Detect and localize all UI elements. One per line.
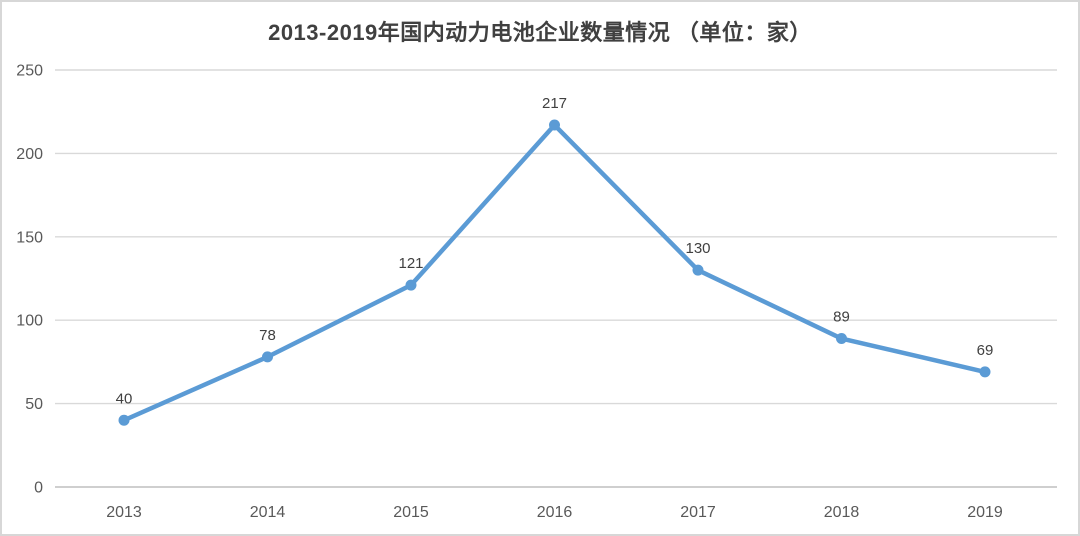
y-tick-label: 0	[34, 480, 43, 497]
y-tick-label: 50	[25, 396, 43, 413]
data-point-label: 89	[833, 309, 850, 326]
data-point-label: 121	[398, 255, 423, 272]
data-point-marker	[979, 366, 991, 378]
y-tick-label: 200	[16, 146, 43, 163]
x-tick-label: 2015	[393, 504, 429, 521]
x-tick-label: 2017	[680, 504, 716, 521]
data-point-label: 69	[977, 342, 994, 359]
data-point-marker	[405, 279, 417, 291]
data-point-label: 130	[685, 240, 710, 257]
x-tick-label: 2018	[824, 504, 860, 521]
data-point-marker	[692, 264, 704, 276]
y-tick-label: 100	[16, 313, 43, 330]
chart-title: 2013-2019年国内动力电池企业数量情况 （单位：家）	[268, 20, 812, 45]
x-tick-label: 2013	[106, 504, 142, 521]
data-point-marker	[549, 119, 560, 131]
x-tick-label: 2014	[250, 504, 286, 521]
series-line	[121, 122, 988, 423]
x-tick-label: 2016	[537, 504, 573, 521]
data-point-label: 40	[116, 390, 133, 407]
data-point-label: 78	[259, 327, 276, 344]
data-point-marker	[836, 333, 847, 345]
x-tick-label: 2019	[967, 504, 1003, 521]
data-point-marker	[262, 351, 273, 363]
data-point-label: 217	[542, 95, 567, 112]
data-point-marker	[118, 414, 130, 426]
y-tick-label: 250	[16, 63, 43, 80]
y-tick-label: 150	[16, 229, 43, 246]
